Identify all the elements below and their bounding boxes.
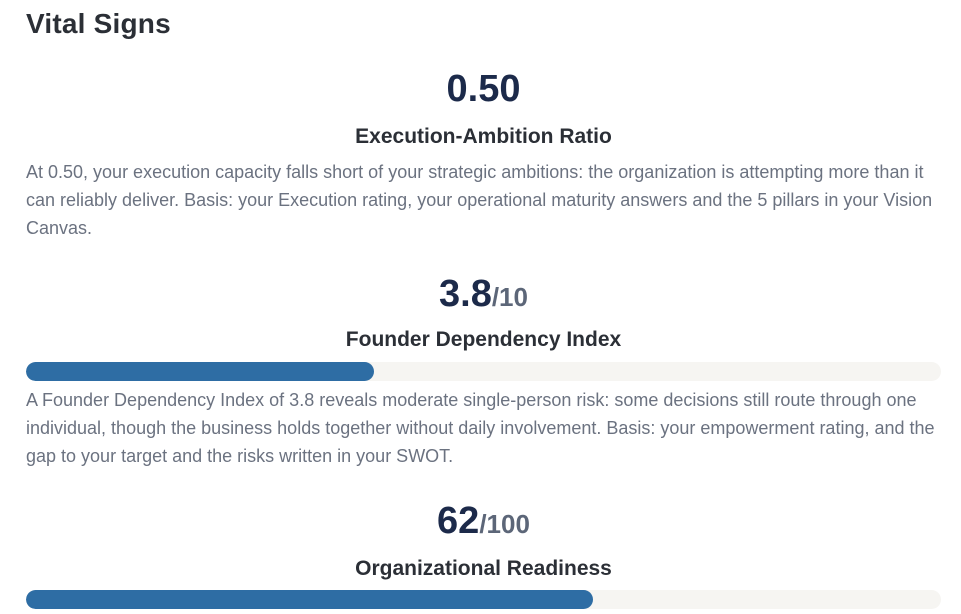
- metric-value: 62/100: [26, 502, 941, 540]
- progress-bar-fill: [26, 590, 594, 609]
- metric-label-wrap: Founder Dependency Index: [26, 329, 941, 350]
- metric-organizational-readiness: 62/100: [26, 502, 941, 540]
- metric-founder-dependency-index: 3.8/10: [26, 275, 941, 313]
- metric-value: 0.50: [26, 70, 941, 108]
- metric-value-number: 3.8: [439, 273, 492, 315]
- metric-value: 3.8/10: [26, 275, 941, 313]
- metric-label: Execution-Ambition Ratio: [355, 125, 612, 148]
- metric-value-number: 0.50: [446, 68, 521, 110]
- metric-description: At 0.50, your execution capacity falls s…: [26, 162, 933, 238]
- progress-bar-founder-dependency: [26, 362, 941, 381]
- metric-description: A Founder Dependency Index of 3.8 reveal…: [26, 390, 935, 466]
- metric-description-wrap: A Founder Dependency Index of 3.8 reveal…: [26, 386, 941, 470]
- metric-value-suffix: /10: [491, 282, 528, 312]
- progress-bar-organizational-readiness: [26, 590, 941, 609]
- metric-label-wrap: Organizational Readiness: [26, 558, 941, 579]
- metric-description-wrap: At 0.50, your execution capacity falls s…: [26, 158, 941, 242]
- metric-value-number: 62: [437, 500, 480, 542]
- progress-bar-fill: [26, 362, 374, 381]
- metric-execution-ambition-ratio: 0.50: [26, 70, 941, 108]
- metric-value-suffix: /100: [479, 509, 530, 539]
- metric-label: Organizational Readiness: [355, 557, 612, 580]
- metric-label: Founder Dependency Index: [345, 328, 622, 351]
- metric-label-wrap: Execution-Ambition Ratio: [26, 126, 941, 147]
- section-title: Vital Signs: [26, 8, 171, 39]
